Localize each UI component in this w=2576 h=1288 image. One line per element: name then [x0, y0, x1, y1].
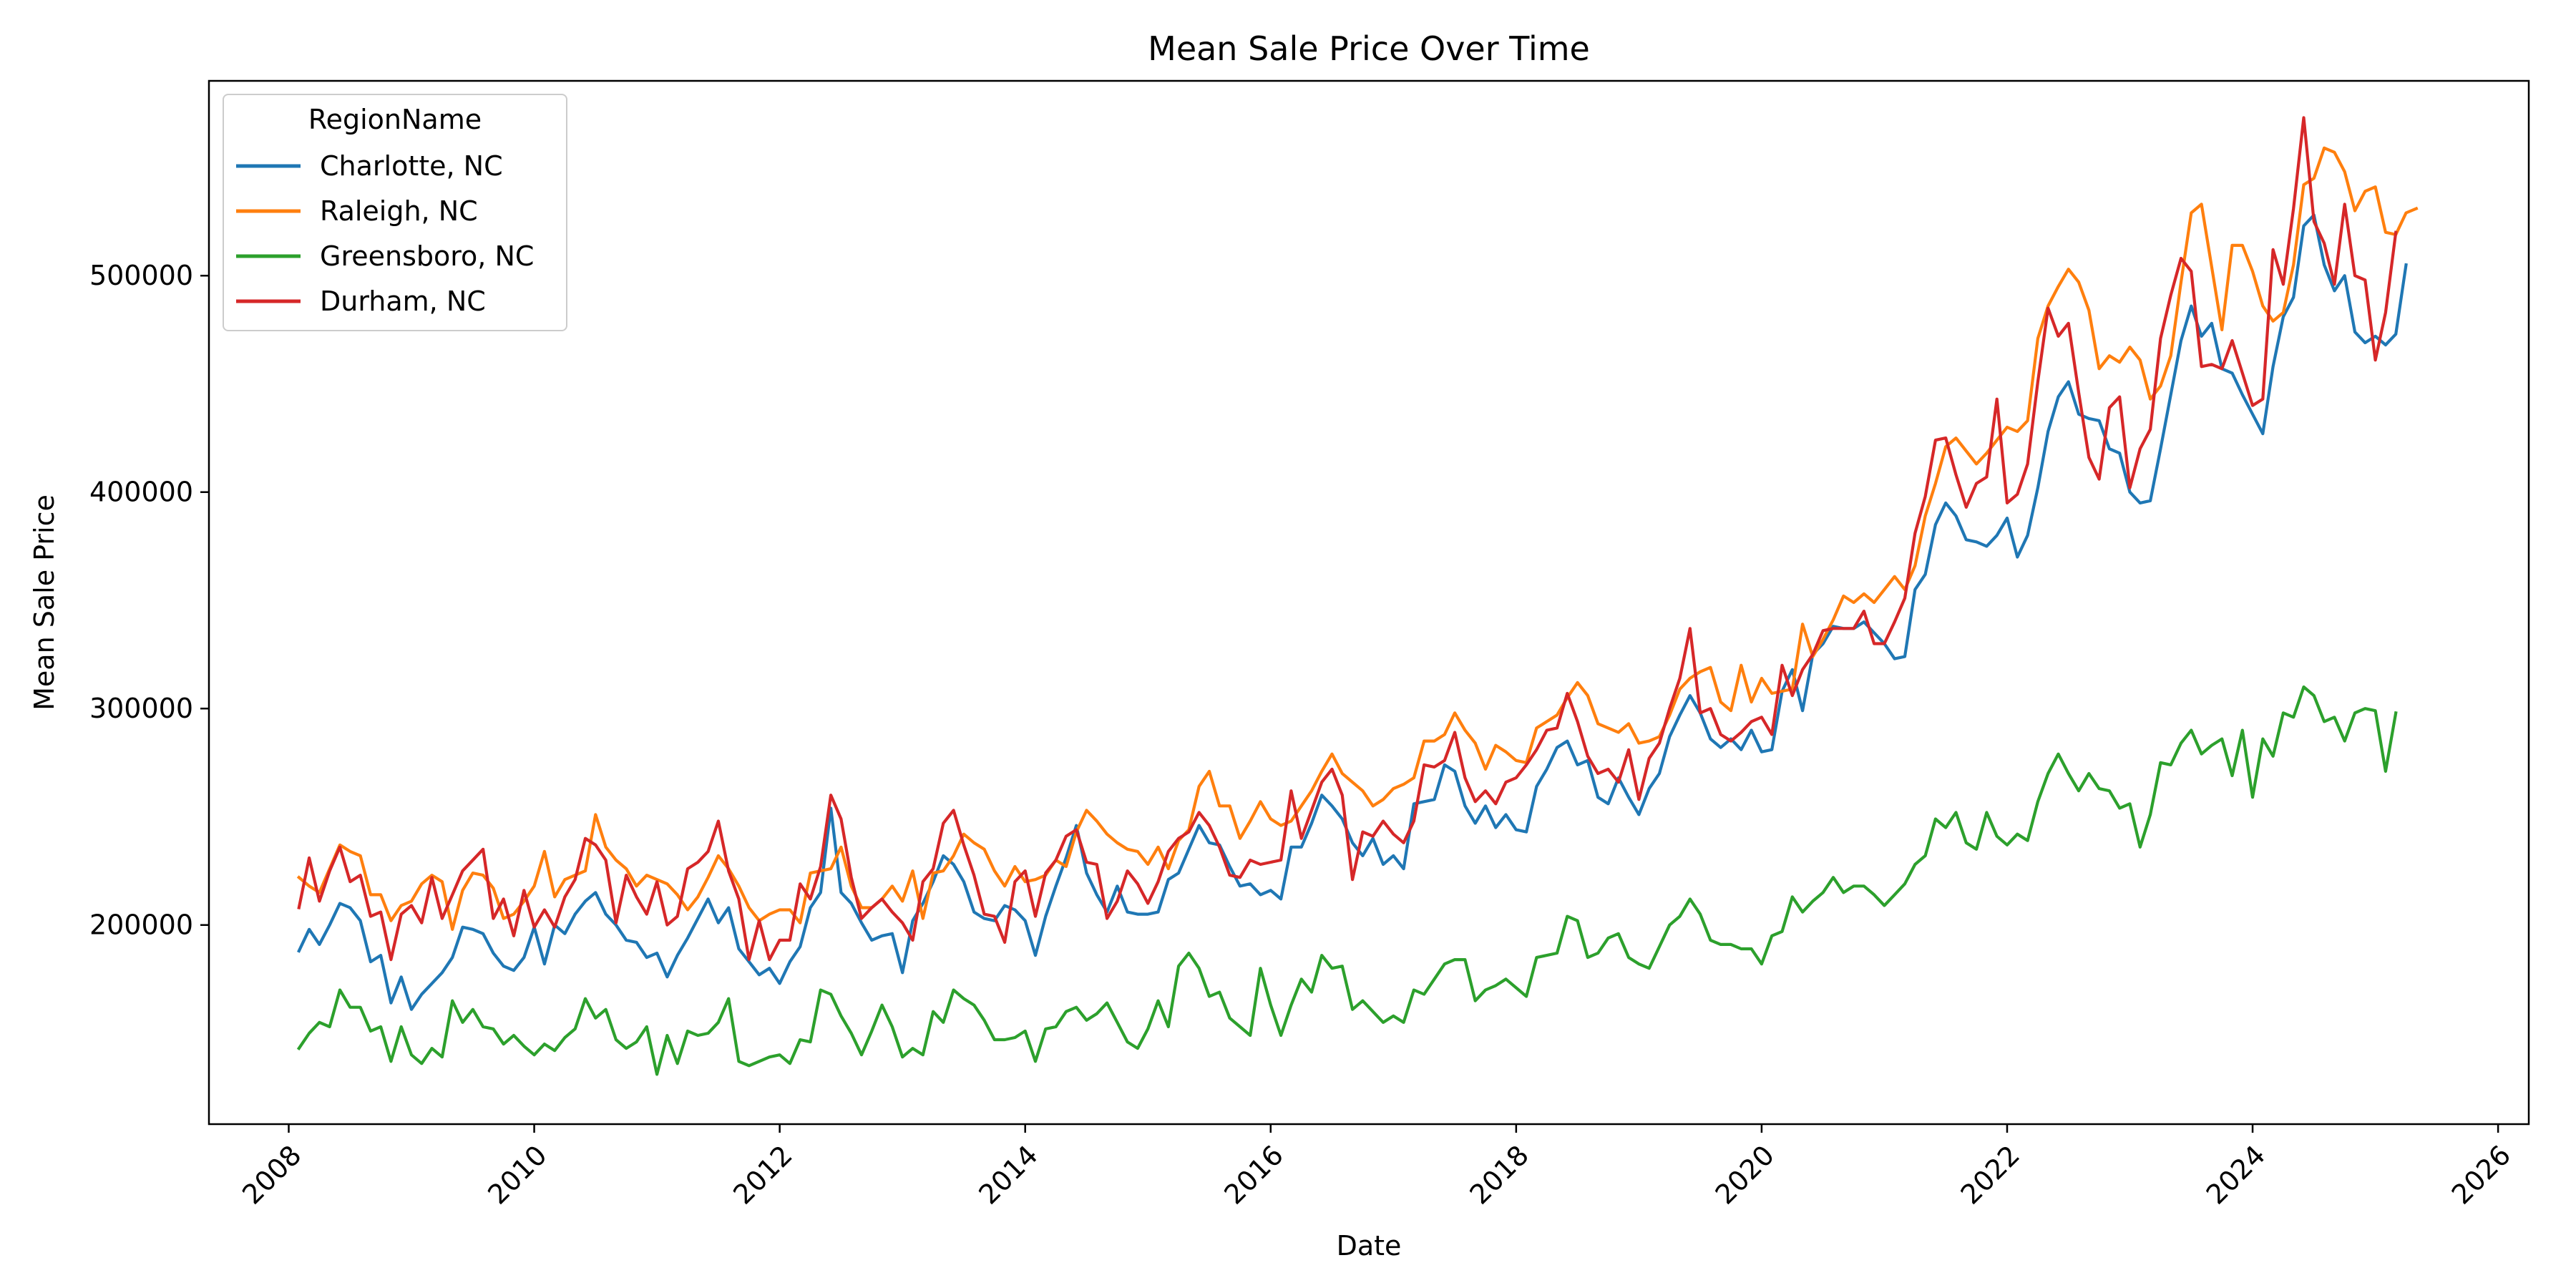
y-tick-label: 500000: [89, 260, 193, 291]
legend: RegionName Charlotte, NC Raleigh, NC Green…: [223, 94, 567, 331]
chart-title: Mean Sale Price Over Time: [1148, 29, 1590, 68]
legend-entry-label: Durham, NC: [320, 286, 486, 317]
x-axis-label: Date: [1337, 1230, 1402, 1262]
series-line-0: [297, 213, 2408, 1011]
y-tick-label: 200000: [89, 909, 193, 941]
legend-entries: Charlotte, NC Raleigh, NC Greensboro, NC Du…: [236, 150, 534, 317]
y-axis-label: Mean Sale Price: [29, 494, 60, 711]
legend-title: RegionName: [308, 104, 482, 135]
y-axis-ticks: 200000 300000 400000 500000: [89, 260, 209, 941]
plot-area-frame: [208, 79, 2530, 1126]
legend-entry-label: Greensboro, NC: [320, 240, 534, 272]
y-tick-label: 400000: [89, 477, 193, 508]
y-tick-label: 300000: [89, 693, 193, 724]
series-layer: [296, 116, 2419, 1076]
series-line-1: [296, 146, 2419, 931]
legend-frame: [223, 94, 567, 331]
legend-entry-label: Charlotte, NC: [320, 150, 503, 182]
legend-entry-label: Raleigh, NC: [320, 195, 478, 227]
series-line-3: [297, 116, 2398, 962]
series-line-2: [296, 685, 2398, 1076]
